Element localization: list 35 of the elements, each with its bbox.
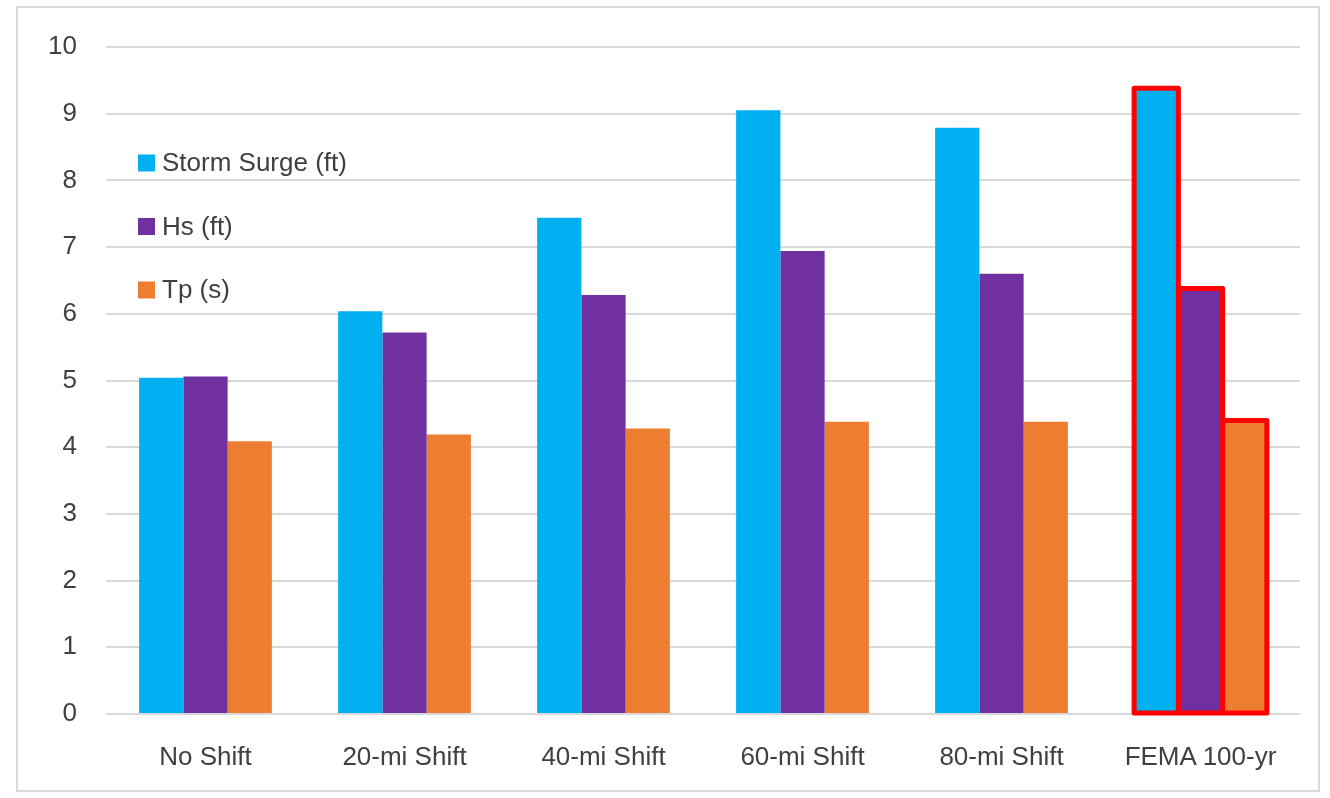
x-tick-label: No Shift: [159, 740, 253, 771]
bar: [780, 251, 825, 713]
y-tick-label: 7: [62, 230, 77, 261]
legend-label: Hs (ft): [162, 210, 233, 241]
bar: [382, 332, 427, 713]
bar: [979, 273, 1024, 713]
bar: [227, 441, 272, 713]
y-tick-label: 4: [62, 430, 77, 461]
bar: [139, 377, 184, 713]
y-tick-label: 1: [62, 630, 77, 661]
legend-label: Tp (s): [162, 274, 230, 305]
bar: [1023, 421, 1068, 713]
bar: [426, 434, 471, 713]
x-tick-label: FEMA 100-yr: [1124, 740, 1277, 771]
bar: [736, 110, 781, 713]
x-tick-label: 40-mi Shift: [541, 740, 667, 771]
y-tick-label: 10: [48, 30, 77, 61]
x-tick-label: 20-mi Shift: [342, 740, 468, 771]
y-tick-label: 2: [62, 563, 77, 594]
y-tick-label: 3: [62, 497, 77, 528]
y-tick-label: 5: [62, 363, 77, 394]
bar: [824, 421, 869, 713]
x-tick-label: 60-mi Shift: [740, 740, 866, 771]
bar: [537, 217, 582, 713]
bar: [183, 376, 228, 713]
legend-label: Storm Surge (ft): [162, 147, 347, 178]
y-tick-label: 9: [62, 96, 77, 127]
y-tick-label: 8: [62, 163, 77, 194]
y-tick-label: 0: [62, 697, 77, 728]
bar: [338, 311, 383, 713]
x-tick-label: 80-mi Shift: [939, 740, 1065, 771]
bar: [625, 428, 670, 713]
y-tick-label: 6: [62, 296, 77, 327]
bar: [581, 295, 626, 713]
bar: [935, 127, 980, 713]
